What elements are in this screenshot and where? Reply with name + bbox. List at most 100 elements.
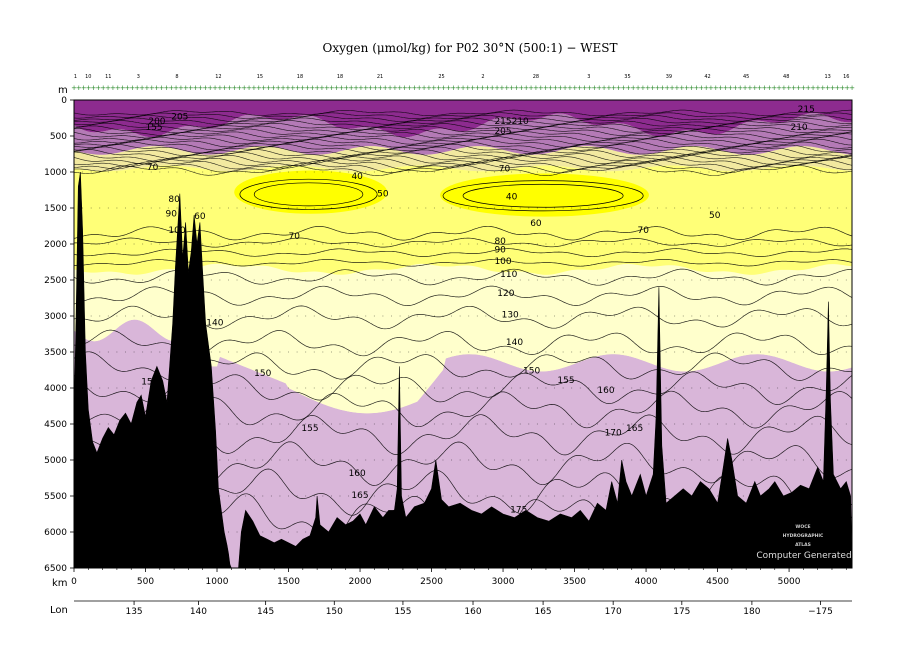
sample-dot <box>253 459 255 461</box>
station-tick: + <box>125 84 131 92</box>
sample-dot <box>142 315 144 317</box>
sample-dot <box>227 279 229 281</box>
sample-dot <box>674 171 676 173</box>
station-tick: + <box>659 84 665 92</box>
sample-dot <box>459 171 461 173</box>
sample-dot <box>408 351 410 353</box>
sample-dot <box>502 171 504 173</box>
station-tick: + <box>640 84 646 92</box>
station-tick: + <box>650 84 656 92</box>
y-tick-label: 4000 <box>44 384 67 394</box>
sample-dot <box>99 423 101 425</box>
sample-dot <box>262 531 264 533</box>
sample-dot <box>124 279 126 281</box>
sample-dot <box>313 243 315 245</box>
sample-dot <box>605 351 607 353</box>
station-tick: + <box>373 84 379 92</box>
sample-dot <box>631 387 633 389</box>
sample-dot <box>588 279 590 281</box>
sample-dot <box>356 387 358 389</box>
sample-dot <box>639 279 641 281</box>
sample-dot <box>270 495 272 497</box>
station-number: 28 <box>533 74 539 80</box>
sample-dot <box>777 207 779 209</box>
sample-dot <box>708 459 710 461</box>
sample-dot <box>665 207 667 209</box>
x-axis-unit: km <box>52 578 68 589</box>
sample-dot <box>416 243 418 245</box>
sample-dot <box>528 459 530 461</box>
sample-dot <box>185 171 187 173</box>
sample-dot <box>768 243 770 245</box>
sample-dot <box>605 171 607 173</box>
sample-dot <box>288 387 290 389</box>
station-tick: + <box>105 84 111 92</box>
contour-label: 200 <box>148 117 165 127</box>
sample-dot <box>262 207 264 209</box>
sample-dot <box>365 423 367 425</box>
stamp-line-3: ATLAS <box>795 542 811 548</box>
station-tick: + <box>766 84 772 92</box>
sample-dot <box>356 459 358 461</box>
sample-dot <box>305 243 307 245</box>
sample-dot <box>288 531 290 533</box>
sample-dot <box>408 279 410 281</box>
contour-line <box>74 162 852 174</box>
sample-dot <box>408 495 410 497</box>
sample-dot <box>399 279 401 281</box>
sample-dot <box>451 243 453 245</box>
sample-dot <box>614 387 616 389</box>
sample-dot <box>442 315 444 317</box>
station-tick: + <box>567 84 573 92</box>
sample-dot <box>348 387 350 389</box>
sample-dot <box>416 459 418 461</box>
y-tick-label: 4500 <box>44 420 67 430</box>
contour-label: 155 <box>145 123 162 133</box>
y-axis-unit: m <box>58 85 68 96</box>
sample-dot <box>193 171 195 173</box>
sample-dot <box>820 423 822 425</box>
sample-dot <box>528 207 530 209</box>
sample-dot <box>236 495 238 497</box>
sample-dot <box>322 279 324 281</box>
sample-dot <box>579 279 581 281</box>
sample-dot <box>476 423 478 425</box>
sample-dot <box>785 171 787 173</box>
sample-dot <box>373 171 375 173</box>
sample-dot <box>837 459 839 461</box>
sample-dot <box>150 171 152 173</box>
sample-dot <box>845 243 847 245</box>
sample-dot <box>691 387 693 389</box>
station-tick: + <box>611 84 617 92</box>
sample-dot <box>468 351 470 353</box>
stamp-line-2: HYDROGRAPHIC <box>783 533 824 539</box>
sample-dot <box>348 243 350 245</box>
sample-dot <box>116 243 118 245</box>
sample-dot <box>648 207 650 209</box>
sample-dot <box>399 243 401 245</box>
sample-dot <box>674 423 676 425</box>
contour-label: 50 <box>709 211 721 221</box>
sample-dot <box>236 171 238 173</box>
sample-dot <box>425 315 427 317</box>
sample-dot <box>571 459 573 461</box>
sample-dot <box>219 279 221 281</box>
sample-dot <box>682 351 684 353</box>
sample-dot <box>382 387 384 389</box>
station-tick: + <box>849 84 855 92</box>
station-tick: + <box>693 84 699 92</box>
sample-dot <box>511 279 513 281</box>
sample-dot <box>279 531 281 533</box>
lon-tick-label: 160 <box>464 607 481 617</box>
sample-dot <box>236 423 238 425</box>
contour-line <box>74 164 852 176</box>
sample-dot <box>579 207 581 209</box>
contour-line <box>74 128 852 136</box>
sample-dot <box>356 315 358 317</box>
contour-label: 100 <box>494 257 511 267</box>
sample-dot <box>742 495 744 497</box>
station-tick: + <box>368 84 374 92</box>
sample-dot <box>133 315 135 317</box>
sample-dot <box>528 243 530 245</box>
sample-dot <box>536 243 538 245</box>
